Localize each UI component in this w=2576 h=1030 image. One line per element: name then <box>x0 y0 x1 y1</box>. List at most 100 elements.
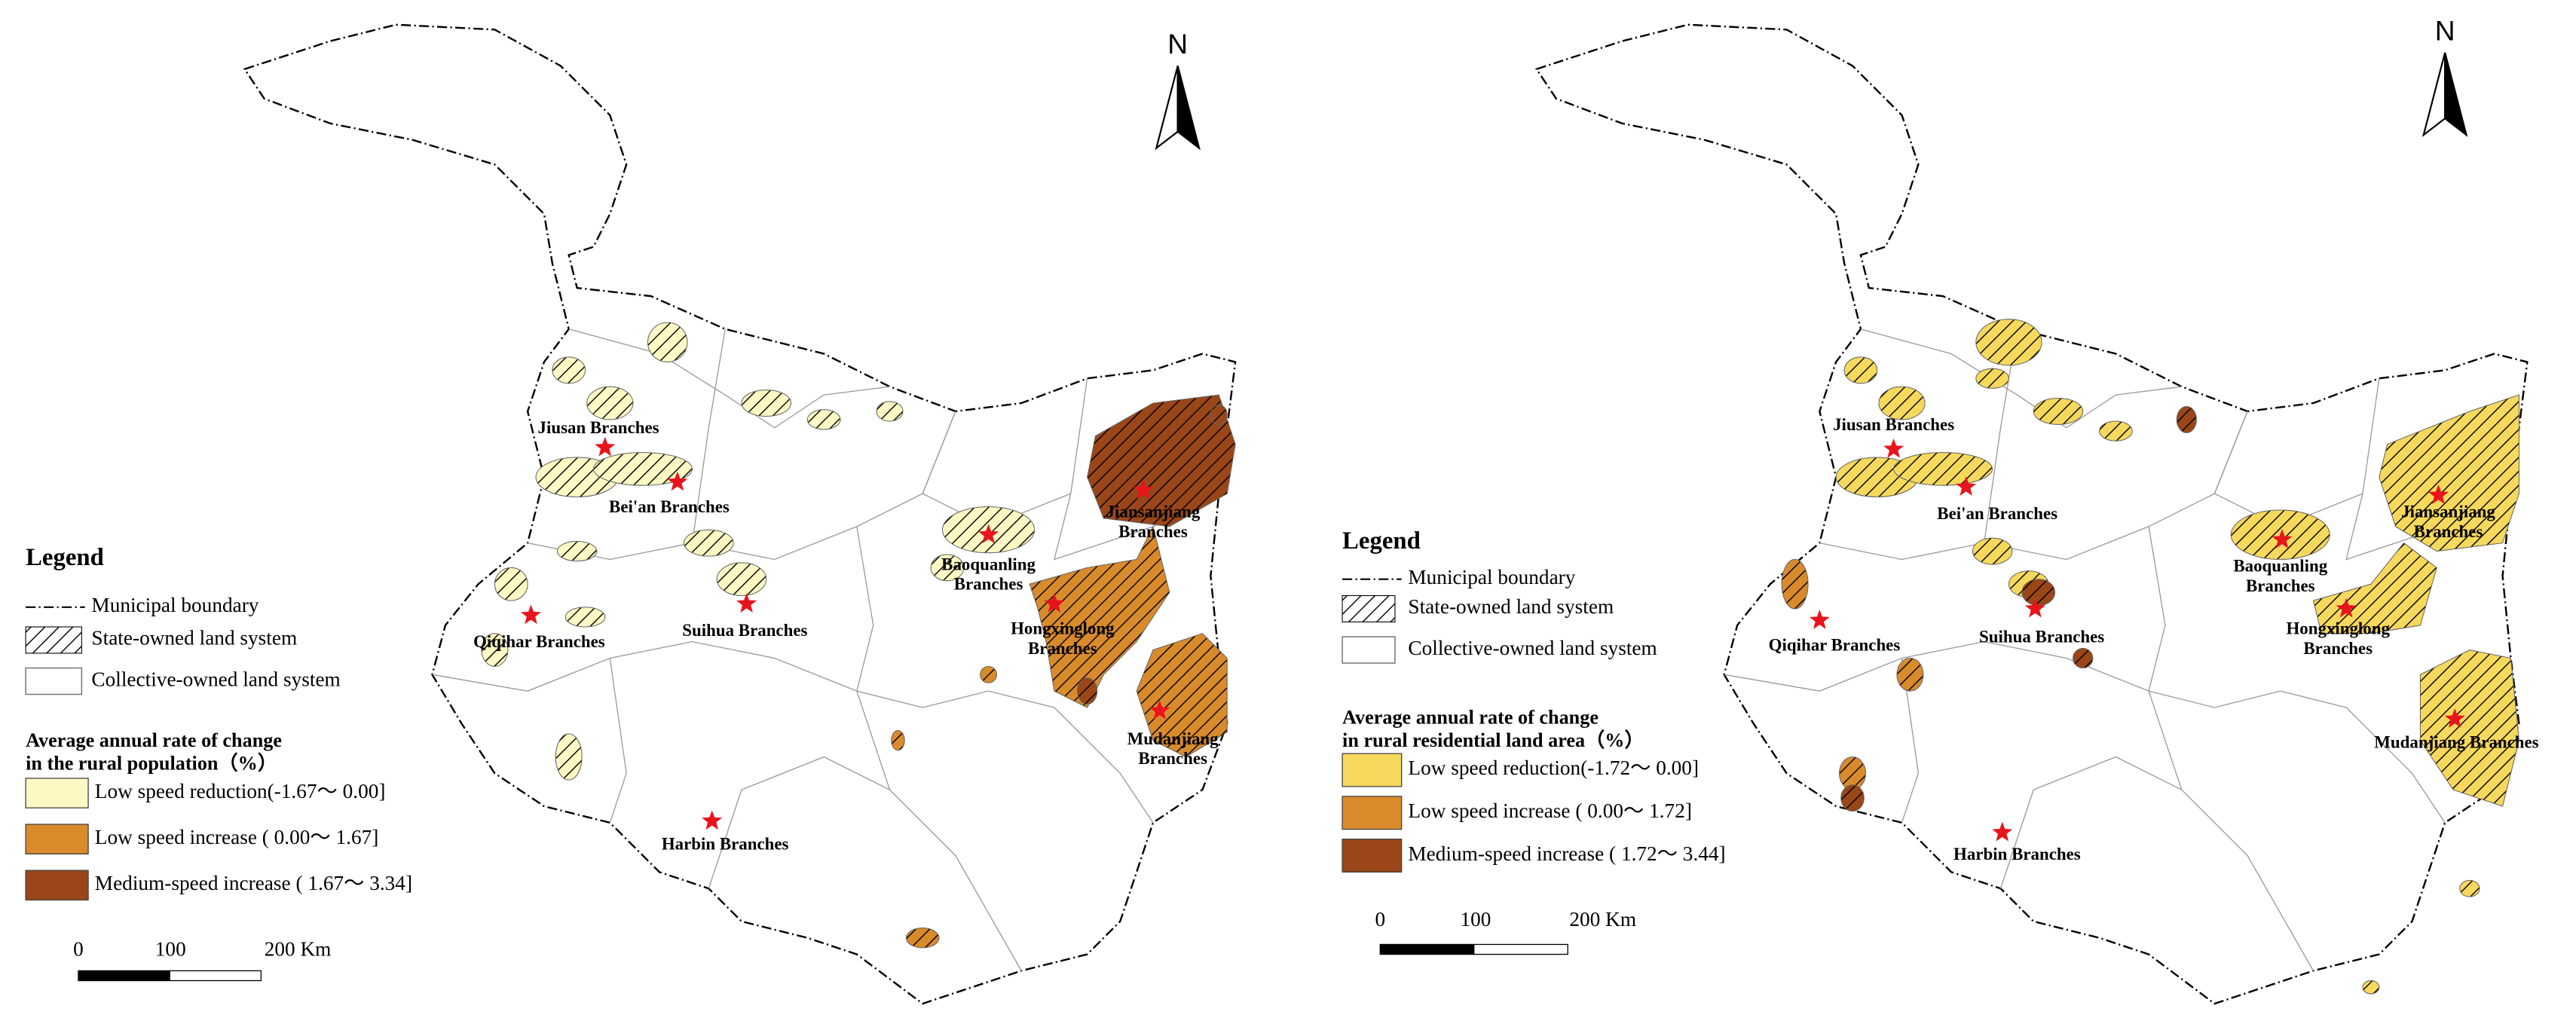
state-hatch <box>2379 394 2519 552</box>
legend-swatch <box>1342 839 1403 873</box>
state-hatch <box>555 733 583 781</box>
north-arrow-right <box>2444 52 2468 137</box>
branch-label: Mudanjiang <box>1127 729 1219 748</box>
county-boundary <box>922 411 1071 527</box>
legend-title: Legend <box>26 544 104 571</box>
state-hatch <box>2459 879 2480 897</box>
state-hatch <box>2033 398 2084 425</box>
county-boundary <box>432 657 627 824</box>
legend-label: Municipal boundary <box>1408 566 1575 588</box>
legend-rate-title: Average annual rate of change <box>26 729 282 751</box>
state-hatch <box>1077 677 1098 705</box>
state-hatch <box>481 633 509 667</box>
branch-label: Suihua Branches <box>682 621 807 640</box>
state-hatch <box>1843 356 1878 384</box>
legend-swatch <box>1342 753 1403 787</box>
legend-label: Collective-owned land system <box>1408 637 1657 659</box>
branch-label: Bei'an Branches <box>609 497 730 516</box>
legend-swatch <box>25 824 89 854</box>
branch-star <box>1133 479 1154 500</box>
state-hatch <box>2419 649 2519 807</box>
north-arrow-left <box>1155 66 1179 151</box>
legend-label: Municipal boundary <box>91 594 259 616</box>
state-hatch <box>552 356 586 384</box>
state-hatch <box>905 928 940 949</box>
branch-label: Branches <box>1118 522 1188 541</box>
legend-label: State-owned land system <box>91 627 297 649</box>
branch-label: Mudanjiang Branches <box>2374 732 2538 751</box>
state-hatch <box>1878 386 1926 420</box>
state-hatch <box>1087 394 1236 527</box>
state-hatch <box>980 665 997 683</box>
legend-rate-title: in rural residential land area（%） <box>1342 729 1644 751</box>
scale-bar-black <box>78 970 170 982</box>
scale-bar-white <box>169 970 262 982</box>
legend-label: Low speed increase ( 0.00～ 1.72] <box>1408 799 1692 822</box>
state-hatch <box>1781 559 1809 610</box>
north-label: N <box>1167 28 1188 60</box>
county-boundary <box>708 756 890 889</box>
legend-swatch <box>25 778 89 808</box>
county-boundary <box>856 526 1022 971</box>
branch-star <box>2428 484 2449 504</box>
branch-label: Jiusan Branches <box>1833 415 1954 434</box>
state-hatch <box>741 390 791 417</box>
legend-hatch <box>25 626 82 654</box>
branch-label: Harbin Branches <box>1953 845 2081 863</box>
scale-label: 100 <box>1460 908 1491 931</box>
state-hatch <box>586 386 634 420</box>
state-hatch <box>1975 368 2009 389</box>
state-hatch <box>806 409 841 430</box>
legend-swatch <box>1342 796 1403 830</box>
branch-label: Qiqihar Branches <box>473 632 605 651</box>
state-hatch <box>494 567 528 601</box>
branch-label: Hongxinglong <box>1011 619 1115 638</box>
branch-star <box>736 593 757 613</box>
county-boundary <box>2213 411 2363 527</box>
county-boundary <box>691 329 726 543</box>
branch-label: Harbin Branches <box>662 835 789 854</box>
branch-label: Branches <box>954 575 1023 594</box>
branch-star <box>1883 438 1904 458</box>
legend-label: Low speed reduction(-1.67～ 0.00] <box>95 780 386 802</box>
scale-bar-black <box>1379 943 1475 955</box>
state-hatch <box>593 452 693 486</box>
state-hatch <box>2099 420 2133 442</box>
county-boundary <box>1999 756 2183 889</box>
branch-star <box>978 524 999 544</box>
map-panel: Jiusan Branches Bei'an Branches Qiqihar Br… <box>1342 14 2539 1005</box>
state-hatch <box>1210 404 1228 425</box>
branch-star <box>595 436 616 457</box>
branch-star <box>1809 610 1830 629</box>
branch-label: Branches <box>2303 639 2373 658</box>
state-hatch <box>556 541 598 562</box>
state-hatch <box>2073 647 2094 669</box>
scale-label: 200 Km <box>265 937 332 960</box>
county-boundary <box>1724 657 1920 824</box>
scale-label: 0 <box>73 937 84 960</box>
state-hatch <box>716 562 767 596</box>
branch-star <box>520 604 542 625</box>
legend-swatch <box>25 870 89 901</box>
branch-star <box>702 810 723 830</box>
branch-star <box>667 471 688 491</box>
branch-label: Jiusan Branches <box>538 418 659 437</box>
branch-star <box>2272 529 2293 549</box>
legend-label: Medium-speed increase ( 1.72～ 3.44] <box>1408 842 1725 865</box>
province-outline <box>243 23 1237 1005</box>
county-boundary <box>2148 526 2314 971</box>
county-boundary <box>2345 707 2446 824</box>
legend-label: Low speed increase ( 0.00～ 1.67] <box>95 826 379 848</box>
branch-label: Branches <box>2246 576 2315 595</box>
legend-label: Medium-speed increase ( 1.67～ 3.34] <box>95 872 412 894</box>
scale-label: 0 <box>1375 908 1385 931</box>
state-hatch <box>891 730 905 751</box>
legend-rate-title: Average annual rate of change <box>1342 706 1599 728</box>
branch-label: Baoquanling <box>941 555 1036 573</box>
branch-label: Branches <box>1138 749 1207 768</box>
branch-star <box>1992 821 2013 842</box>
state-hatch <box>1136 633 1228 758</box>
scale-label: 200 Km <box>1569 908 1636 931</box>
branch-label: Qiqihar Branches <box>1769 635 1901 654</box>
